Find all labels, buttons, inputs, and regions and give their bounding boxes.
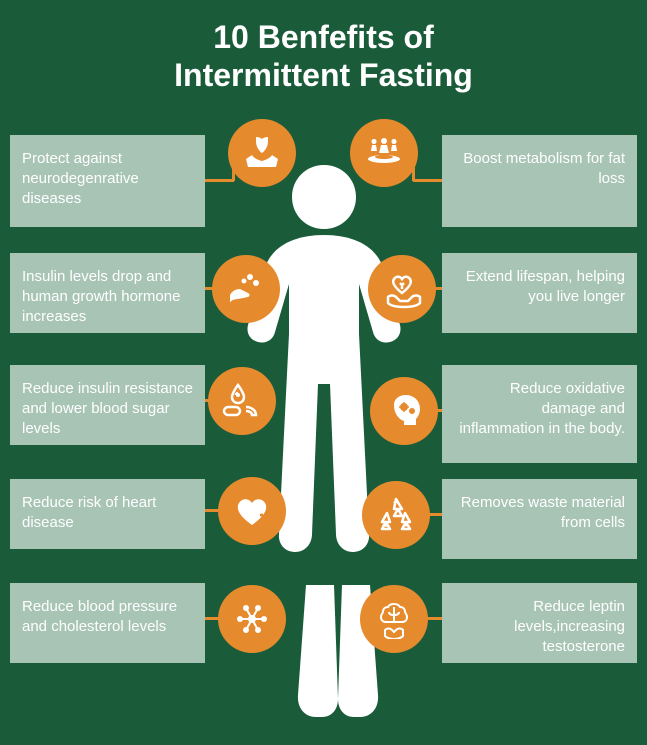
hand-pills-icon [212, 255, 280, 323]
benefit-box-right-3: Removes waste material from cells [442, 479, 637, 559]
blood-drop-icon [208, 367, 276, 435]
benefit-box-left-4: Reduce blood pressure and cholesterol le… [10, 583, 205, 663]
benefit-box-right-2: Reduce oxidative damage and inflammation… [442, 365, 637, 463]
benefit-box-right-1: Extend lifespan, helping you live longer [442, 253, 637, 333]
benefit-box-left-0: Protect against neurodegenrative disease… [10, 135, 205, 227]
benefit-box-right-4: Reduce leptin levels,increasing testoste… [442, 583, 637, 663]
connector [205, 179, 234, 182]
infographic-title: 10 Benfefits of Intermittent Fasting [0, 0, 647, 105]
title-line-1: 10 Benfefits of [0, 18, 647, 56]
benefit-box-left-3: Reduce risk of heart disease [10, 479, 205, 549]
hands-heart-icon [368, 255, 436, 323]
heart-plus-icon [218, 477, 286, 545]
title-line-2: Intermittent Fasting [0, 56, 647, 94]
molecule-icon [218, 585, 286, 653]
benefit-box-right-0: Boost metabolism for fat loss [442, 135, 637, 227]
recycle-icon [362, 481, 430, 549]
connector [413, 179, 442, 182]
infographic-body: Protect against neurodegenrative disease… [0, 105, 647, 745]
benefit-box-left-1: Insulin levels drop and human growth hor… [10, 253, 205, 333]
benefit-box-left-2: Reduce insulin resistance and lower bloo… [10, 365, 205, 445]
shield-icon [228, 119, 296, 187]
people-plate-icon [350, 119, 418, 187]
hands-brain-icon [360, 585, 428, 653]
head-gears-icon [370, 377, 438, 445]
